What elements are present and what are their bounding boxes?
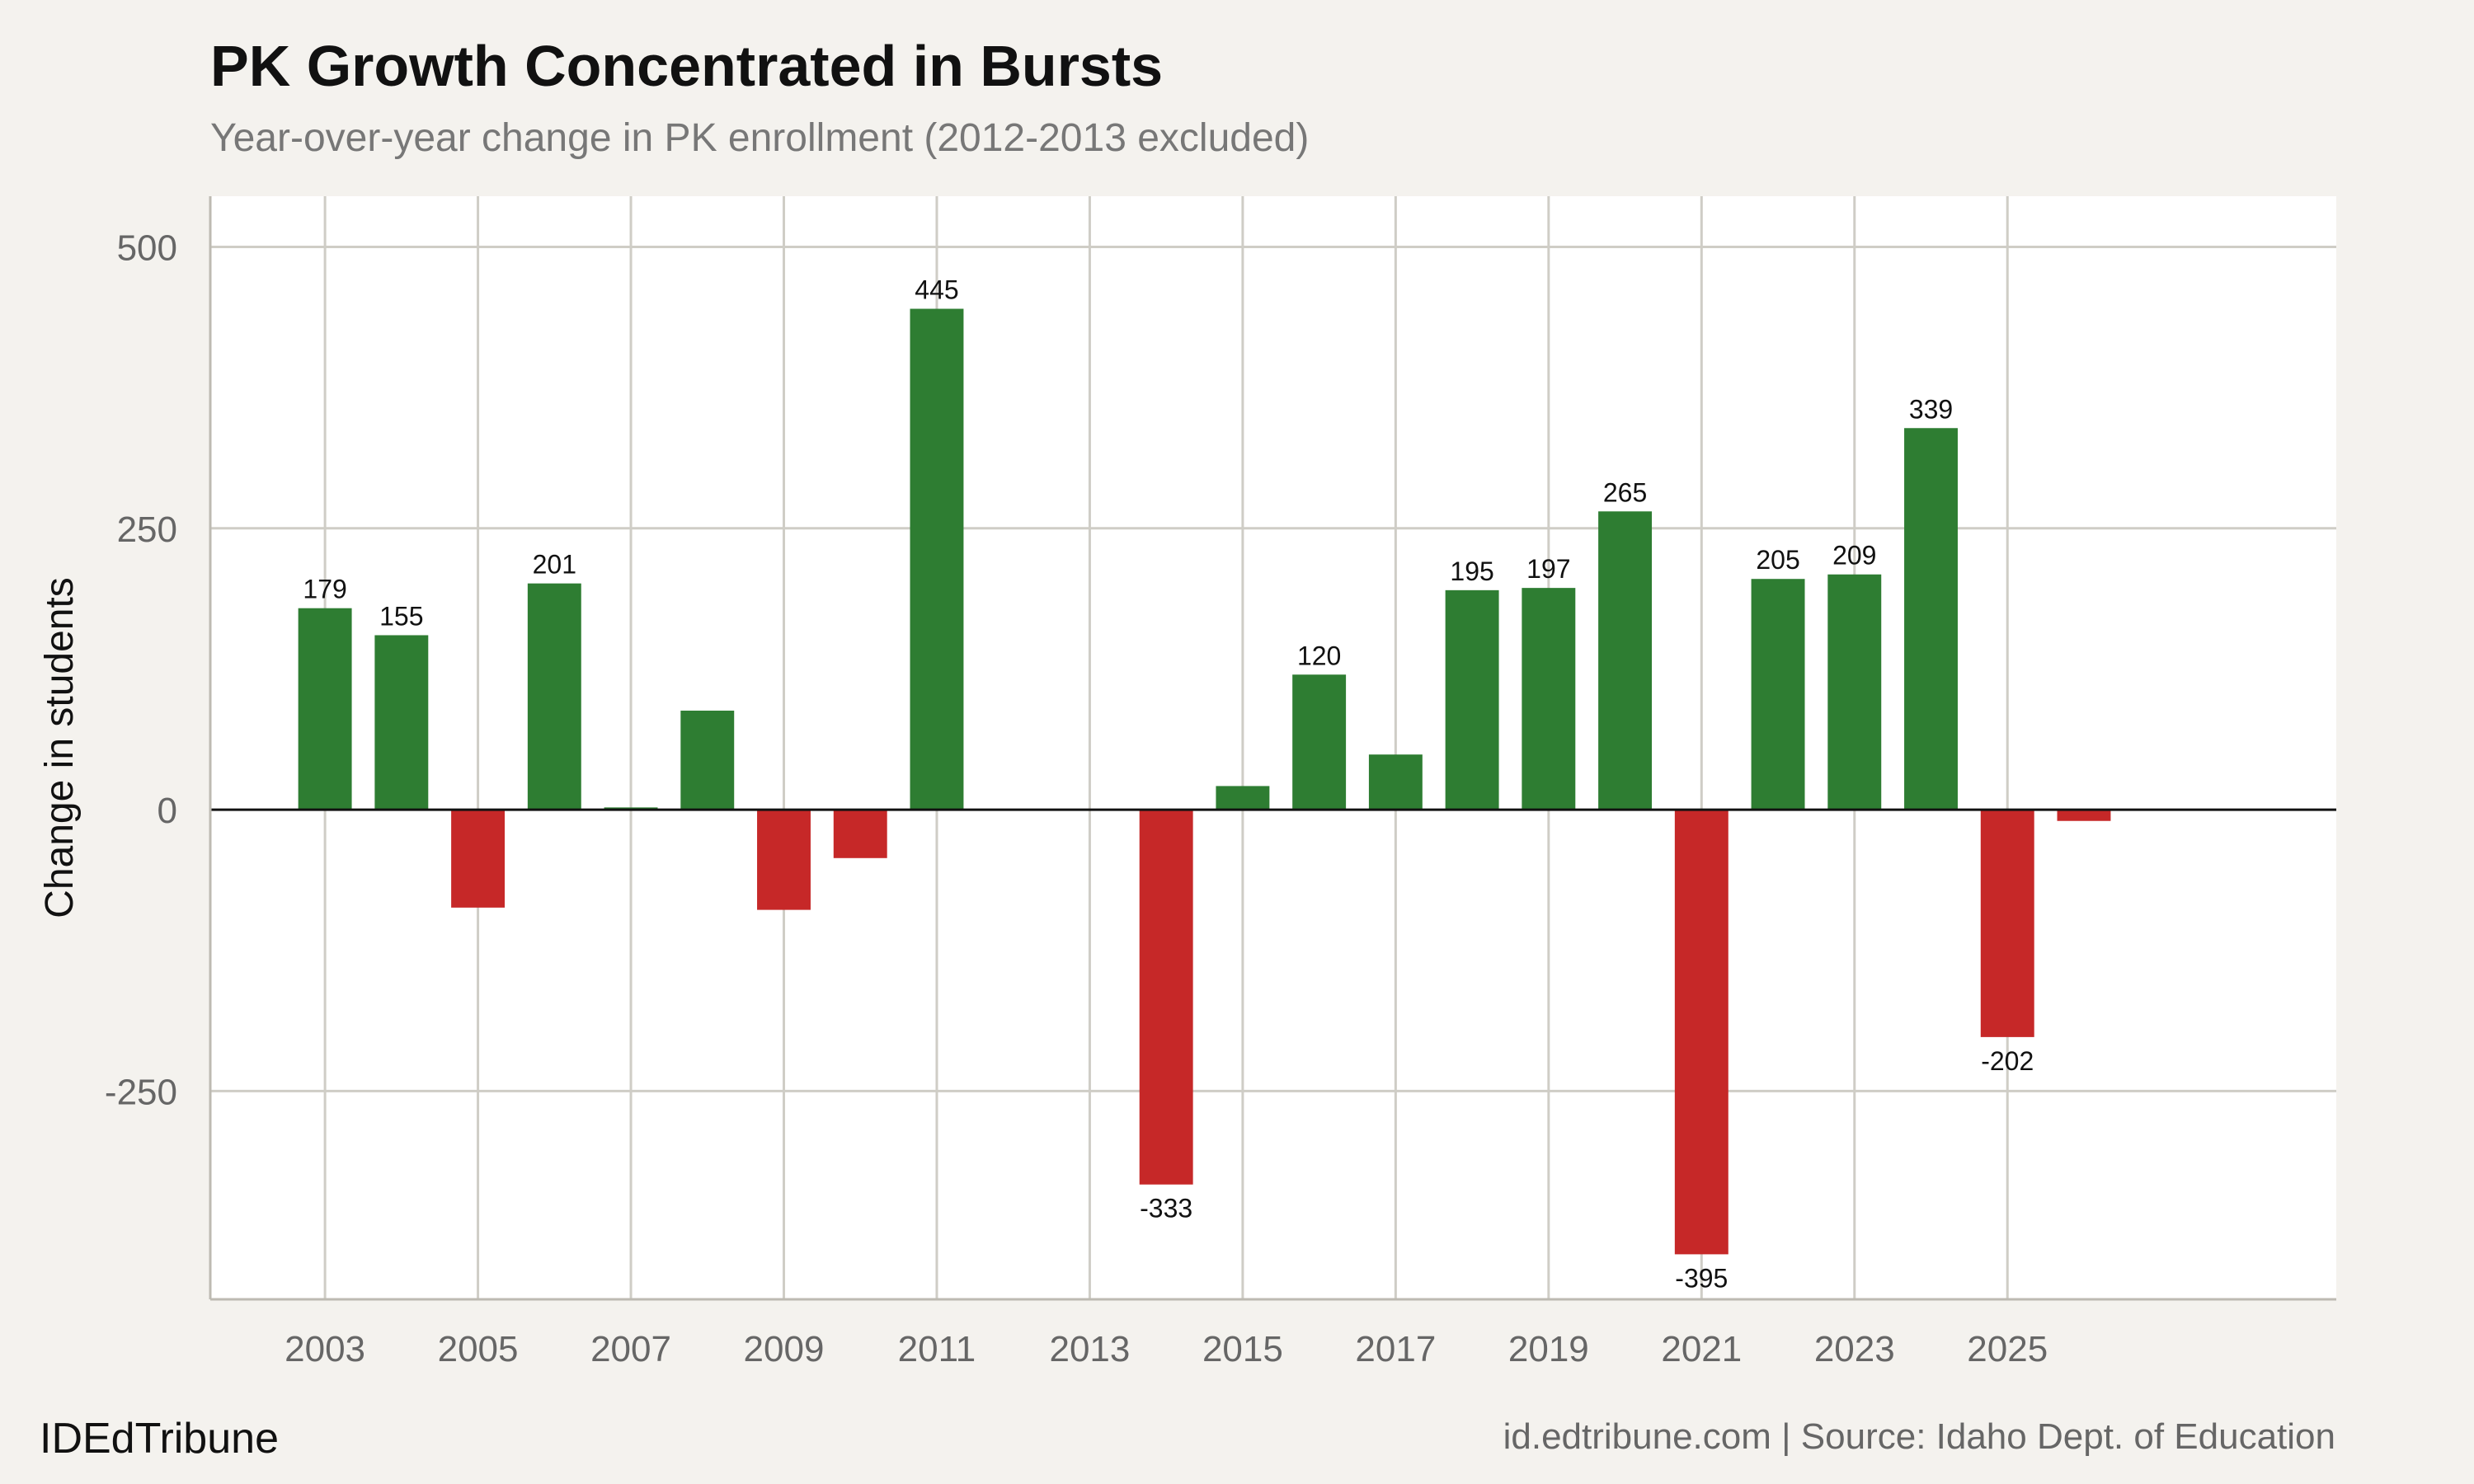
x-tick-label: 2017 (1355, 1329, 1436, 1369)
data-label-2011: 445 (915, 275, 958, 305)
bar-2010 (833, 810, 887, 858)
data-label-2023: 209 (1832, 541, 1876, 571)
bar-2019 (1522, 588, 1576, 810)
x-tick-label: 2013 (1049, 1329, 1130, 1369)
footer-source: id.edtribune.com | Source: Idaho Dept. o… (1503, 1416, 2335, 1457)
x-tick-label: 2009 (744, 1329, 825, 1369)
bar-2003 (298, 608, 352, 810)
bar-2015 (1216, 786, 1270, 810)
x-tick-label: 2019 (1508, 1329, 1589, 1369)
axes-group: 2003 2005 2007 2009 2011 2013 2015 2017 2019 2021… (105, 196, 2336, 1369)
y-axis-label: Change in students (38, 577, 82, 918)
bar-2021 (1674, 810, 1729, 1255)
y-tick-label: -250 (105, 1072, 177, 1112)
bars-group (298, 308, 2111, 1255)
bar-2025 (1980, 810, 2034, 1037)
data-label-2020: 265 (1603, 477, 1647, 507)
bar-2008 (680, 710, 735, 810)
y-tick-label: 250 (117, 510, 177, 550)
x-tick-label: 2003 (285, 1329, 365, 1369)
y-tick-label: 500 (117, 228, 177, 268)
data-label-2022: 205 (1756, 545, 1799, 575)
data-labels-group: 179 155 201 445 -333 120 195 197 265 -395 205 209 33… (303, 275, 2034, 1294)
y-tick-label: 0 (158, 791, 177, 831)
x-tick-label: 2023 (1814, 1329, 1895, 1369)
data-label-2024: 339 (1909, 394, 1953, 424)
bar-2024 (1904, 428, 1958, 810)
footer-brand: IDEdTribune (40, 1415, 279, 1463)
bar-2026 (2057, 810, 2111, 821)
x-tick-label: 2007 (590, 1329, 671, 1369)
data-label-2016: 120 (1297, 641, 1341, 670)
data-label-2021: -395 (1675, 1263, 1728, 1293)
chart-title: PK Growth Concentrated in Bursts (210, 34, 1164, 98)
data-label-2014: -333 (1140, 1194, 1192, 1223)
x-tick-label: 2005 (438, 1329, 519, 1369)
x-tick-label: 2011 (898, 1329, 976, 1369)
bar-2018 (1445, 589, 1499, 810)
bar-2016 (1292, 674, 1347, 810)
bar-2006 (527, 583, 581, 810)
bar-2009 (757, 810, 811, 910)
data-label-2004: 155 (379, 601, 423, 631)
data-label-2018: 195 (1450, 556, 1493, 586)
bar-2017 (1368, 754, 1423, 810)
x-tick-label: 2015 (1202, 1329, 1283, 1369)
data-label-2006: 201 (533, 550, 576, 580)
x-tick-label: 2025 (1967, 1329, 2048, 1369)
bar-2020 (1598, 511, 1653, 810)
bar-2014 (1139, 810, 1193, 1185)
data-label-2003: 179 (303, 575, 346, 604)
data-label-2025: -202 (1981, 1046, 2034, 1076)
chart-subtitle: Year-over-year change in PK enrollment (… (210, 116, 1310, 160)
bar-2005 (451, 810, 506, 908)
x-tick-label: 2021 (1661, 1329, 1742, 1369)
data-label-2019: 197 (1526, 554, 1570, 584)
bar-2022 (1751, 579, 1805, 810)
bar-2004 (374, 635, 429, 810)
bar-2023 (1827, 574, 1882, 810)
bar-2011 (910, 308, 964, 810)
